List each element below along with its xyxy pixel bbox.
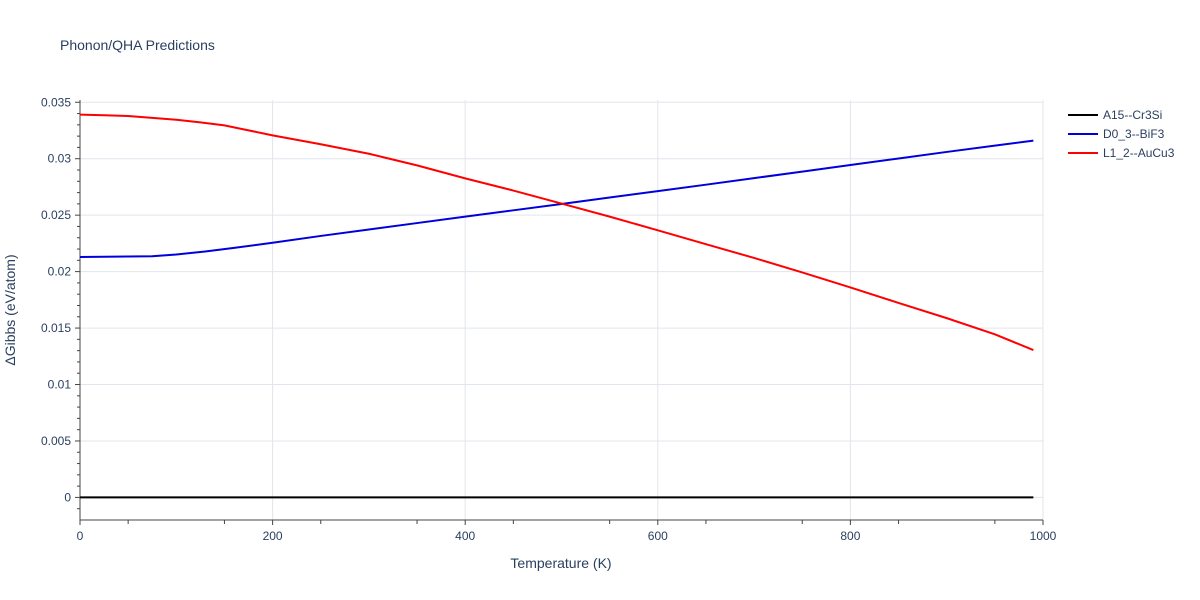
- series-line-d0-3-bif3[interactable]: [79, 139, 1034, 258]
- axes: [75, 100, 1044, 525]
- y-axis-title: ΔGibbs (eV/atom): [2, 254, 18, 365]
- y-tick-label: 0.025: [41, 208, 71, 222]
- legend-item[interactable]: L1_2--AuCu3: [1068, 146, 1175, 160]
- y-tick-label: 0.035: [41, 95, 71, 109]
- legend-label: D0_3--BiF3: [1103, 127, 1165, 141]
- legend-label: A15--Cr3Si: [1103, 108, 1162, 122]
- legend-item[interactable]: A15--Cr3Si: [1068, 108, 1162, 122]
- y-tick-label: 0.01: [48, 378, 72, 392]
- y-tick-label: 0: [64, 490, 71, 504]
- x-tick-label: 400: [455, 529, 475, 543]
- tick-labels: 0 200 400 600 800 1000 0 0.005 0.01 0.015 0.02 0.02…: [41, 95, 1057, 543]
- legend-item[interactable]: D0_3--BiF3: [1068, 127, 1165, 141]
- y-tick-label: 0.005: [41, 434, 71, 448]
- chart-title: Phonon/QHA Predictions: [60, 37, 215, 53]
- legend[interactable]: A15--Cr3Si D0_3--BiF3 L1_2--AuCu3: [1068, 108, 1175, 160]
- x-tick-label: 200: [263, 529, 283, 543]
- x-tick-label: 1000: [1030, 529, 1057, 543]
- legend-label: L1_2--AuCu3: [1103, 146, 1175, 160]
- y-tick-label: 0.02: [48, 265, 72, 279]
- x-tick-label: 600: [648, 529, 668, 543]
- y-tick-label: 0.015: [41, 321, 71, 335]
- x-axis-title: Temperature (K): [510, 555, 611, 571]
- y-tick-label: 0.03: [48, 152, 72, 166]
- x-tick-label: 800: [840, 529, 860, 543]
- series-line-l1-2-aucu3[interactable]: [79, 113, 1034, 352]
- x-tick-label: 0: [77, 529, 84, 543]
- grid: [80, 100, 1044, 520]
- plot-area: [79, 113, 1034, 499]
